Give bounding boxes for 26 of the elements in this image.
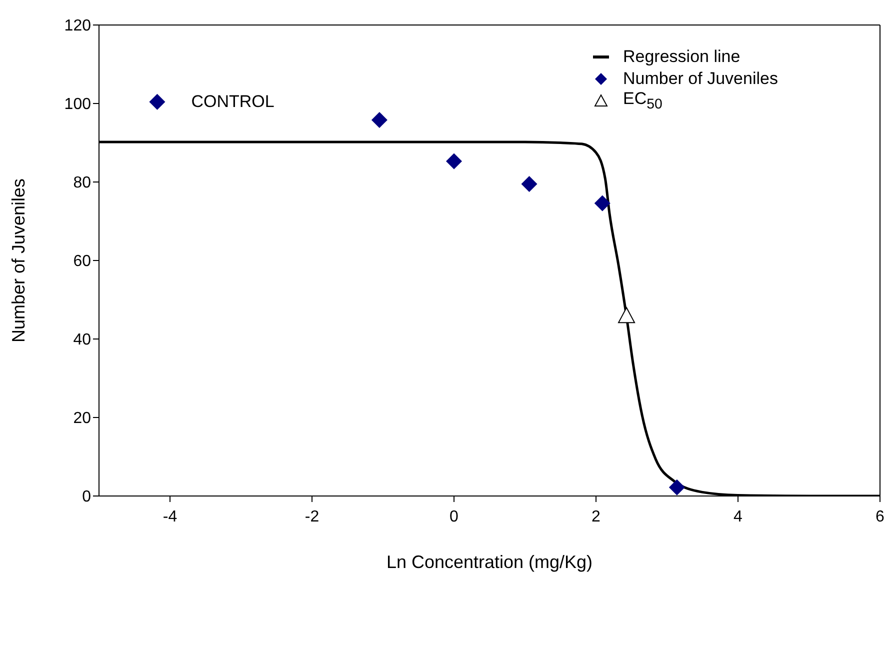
point [149, 94, 166, 110]
x-tick-label: 2 [592, 508, 601, 526]
x-tick-label: -4 [162, 508, 178, 526]
point [446, 153, 462, 170]
point [594, 195, 610, 212]
y-tick-label: 40 [73, 332, 92, 349]
legend-label: Number of Juveniles [623, 69, 778, 89]
y-tick-label: 120 [64, 18, 92, 35]
legend-label: EC$_{50}$ [623, 89, 662, 113]
y-tick-label: 60 [73, 253, 92, 270]
y-axis-title: Number of Juveniles [8, 178, 28, 343]
legend-label: Regression line [623, 47, 740, 67]
point [618, 307, 636, 324]
point [668, 479, 685, 496]
x-tick-label: 6 [876, 508, 885, 526]
point [371, 112, 388, 128]
annotation: CONTROL [191, 92, 274, 111]
x-tick-label: 0 [450, 508, 459, 526]
y-tick-label: 20 [73, 410, 92, 428]
y-tick-label: 80 [73, 174, 92, 192]
x-tick-label: 4 [734, 508, 743, 526]
x-axis-title: Ln Concentration (mg/Kg) [386, 552, 593, 572]
point [521, 176, 538, 192]
y-tick-label: 100 [64, 96, 92, 114]
x-tick-label: -2 [304, 508, 320, 526]
y-tick-label: 0 [82, 488, 92, 506]
